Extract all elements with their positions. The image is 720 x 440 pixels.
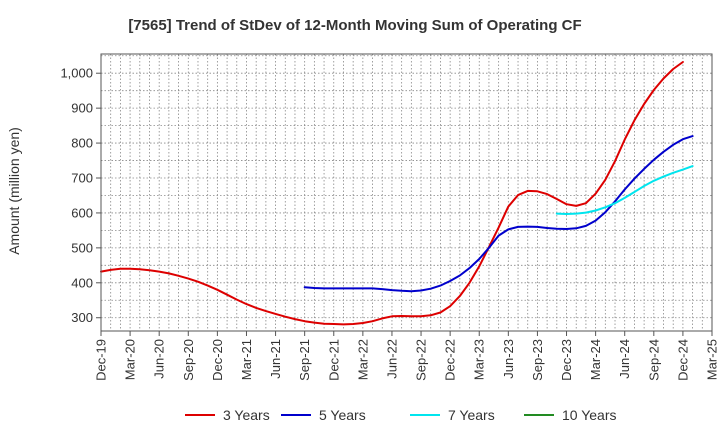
x-tick-label: Dec-22 [443,339,458,381]
x-tick-label: Mar-22 [355,339,370,380]
legend-label: 5 Years [319,407,366,423]
x-tick-label: Dec-20 [210,339,225,381]
y-tick-label: 700 [71,171,93,186]
legend: 3 Years 5 Years 7 Years 10 Years [185,407,617,423]
legend-label: 3 Years [223,407,270,423]
y-tick-label: 400 [71,275,93,290]
x-tick-label: Sep-20 [181,339,196,381]
x-tick-label: Jun-21 [268,339,283,379]
x-tick-label: Jun-20 [152,339,167,379]
x-tick-label: Dec-24 [675,339,690,381]
x-tick-label: Mar-23 [472,339,487,380]
x-tick-label: Mar-24 [588,339,603,380]
x-tick-label: Mar-21 [239,339,254,380]
y-tick-label: 800 [71,136,93,151]
grid [101,54,712,331]
legend-label: 10 Years [562,407,617,423]
x-tick-label: Sep-23 [530,339,545,381]
x-tick-label: Dec-19 [94,339,109,381]
series-line-5-years [303,135,694,293]
chart-title: [7565] Trend of StDev of 12-Month Moving… [128,17,581,34]
y-tick-label: 300 [71,310,93,325]
y-tick-label: 500 [71,240,93,255]
y-tick-label: 900 [71,101,93,116]
x-tick-label: Jun-23 [501,339,516,379]
x-tick-label: Sep-21 [297,339,312,381]
legend-label: 7 Years [448,407,495,423]
x-tick-label: Sep-24 [646,339,661,381]
x-tick-label: Mar-20 [123,339,138,380]
x-tick-label: Dec-23 [559,339,574,381]
x-axis-ticks: Dec-19 Mar-20 Jun-20 Sep-20 Dec-20 Mar-21 Jun-… [94,331,720,381]
x-tick-label: Sep-22 [414,339,429,381]
y-axis-label: Amount (million yen) [6,127,22,255]
series-line-3-years [100,61,684,326]
x-tick-label: Mar-25 [705,339,720,380]
plot-area [101,54,712,331]
y-axis-ticks: 300 400 500 600 700 800 900 1,000 [60,66,101,325]
series-lines [100,61,694,326]
plot-frame [100,53,713,332]
y-tick-label: 600 [71,205,93,220]
series-line-7-years [555,165,694,215]
y-tick-label: 1,000 [60,66,93,81]
x-tick-label: Jun-22 [384,339,399,379]
x-tick-label: Jun-24 [617,339,632,379]
x-tick-label: Dec-21 [326,339,341,381]
